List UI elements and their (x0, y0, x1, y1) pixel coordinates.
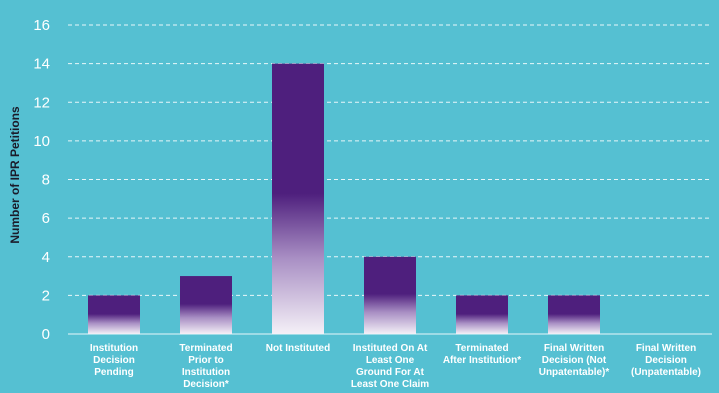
bar (180, 276, 232, 334)
x-tick-label: Decision (645, 355, 687, 366)
x-tick-label: Least One Claim (351, 379, 429, 390)
x-tick-label: Terminated (179, 343, 232, 354)
bars (88, 63, 600, 334)
bar (364, 256, 416, 334)
bar (88, 295, 140, 334)
x-tick-label: Institution (90, 343, 138, 354)
x-tick-label: Decision (Not (542, 355, 607, 366)
x-tick-label: Final Written (544, 343, 604, 354)
y-tick-label: 12 (33, 94, 50, 111)
y-tick-label: 10 (33, 133, 50, 150)
y-tick-label: 4 (42, 249, 50, 266)
x-tick-label: Pending (94, 367, 133, 378)
x-tick-label: Instituted On At (353, 343, 428, 354)
y-tick-label: 16 (33, 17, 50, 34)
y-tick-label: 8 (42, 172, 50, 189)
bar (456, 295, 508, 334)
x-axis-labels: InstitutionDecisionPendingTerminatedPrio… (90, 343, 701, 390)
x-tick-label: Institution (182, 367, 230, 378)
x-tick-label: Not Instituted (266, 343, 330, 354)
bar (272, 63, 324, 334)
y-axis-label: Number of IPR Petitions (8, 106, 22, 244)
x-tick-label: Decision* (183, 379, 229, 390)
x-tick-label: Unpatentable)* (539, 367, 610, 378)
y-tick-label: 2 (42, 287, 50, 304)
y-axis-ticks: 0 2 4 6 8 10 12 14 16 (33, 17, 50, 343)
y-tick-label: 6 (42, 210, 50, 227)
x-tick-label: (Unpatentable) (631, 367, 701, 378)
x-tick-label: Least One (366, 355, 415, 366)
y-tick-label: 0 (42, 326, 50, 343)
x-tick-label: Ground For At (356, 367, 425, 378)
x-tick-label: Final Written (636, 343, 696, 354)
y-tick-label: 14 (33, 56, 50, 73)
x-tick-label: Prior to (188, 355, 224, 366)
x-tick-label: After Institution* (443, 355, 521, 366)
bar (548, 295, 600, 334)
x-tick-label: Decision (93, 355, 135, 366)
x-tick-label: Terminated (455, 343, 508, 354)
